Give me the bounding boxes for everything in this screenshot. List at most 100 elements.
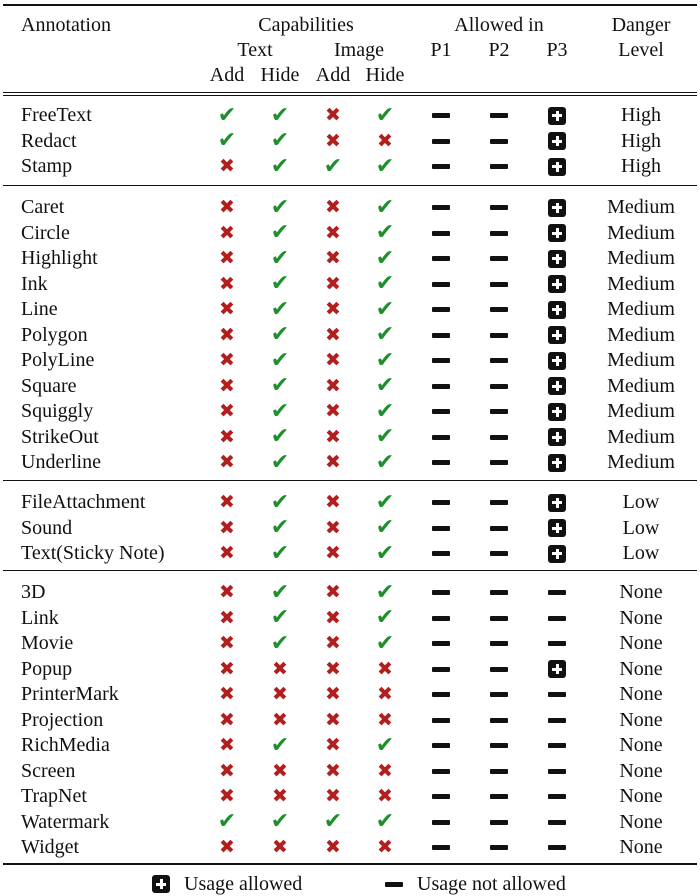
table-row: 3D ✖ ✔ ✖ ✔ None	[0, 580, 700, 605]
header-image-hide: Hide	[365, 64, 405, 86]
cell-image-add: ✖	[313, 541, 353, 566]
minus-icon	[490, 460, 508, 465]
cross-icon: ✖	[272, 683, 288, 705]
legend-not-allowed-label: Usage not allowed	[417, 873, 566, 895]
minus-icon	[490, 205, 508, 210]
header-danger: Danger	[611, 14, 671, 36]
check-icon: ✔	[270, 489, 290, 515]
cell-text-add: ✖	[207, 221, 247, 246]
cell-p3	[537, 708, 577, 733]
cell-p3	[537, 682, 577, 707]
cell-image-add: ✖	[313, 516, 353, 541]
cross-icon: ✖	[325, 759, 341, 782]
cell-p2	[479, 246, 519, 271]
cross-icon: ✖	[325, 657, 341, 680]
cross-icon: ✖	[325, 708, 341, 731]
annotation-name: Projection	[21, 708, 104, 731]
header-capabilities: Capabilities	[258, 14, 354, 36]
cell-p1	[421, 323, 461, 348]
plus-box-icon	[548, 157, 566, 176]
cross-icon: ✖	[219, 491, 235, 513]
minus-icon	[490, 666, 508, 672]
check-icon: ✔	[270, 128, 290, 153]
cell-image-add: ✖	[313, 399, 353, 424]
cell-text-add: ✖	[207, 606, 247, 631]
annotation-name: Caret	[21, 196, 65, 218]
check-icon: ✔	[270, 271, 290, 296]
cell-p3	[537, 516, 577, 541]
minus-icon	[490, 409, 508, 414]
cross-icon: ✖	[377, 657, 393, 680]
header-level: Level	[618, 39, 664, 61]
check-icon: ✔	[270, 347, 290, 373]
cell-text-hide: ✖	[260, 759, 300, 784]
cell-p3	[537, 450, 577, 475]
annotation-name: Redact	[21, 129, 77, 152]
cell-text-add: ✖	[207, 516, 247, 541]
cross-icon: ✖	[325, 491, 341, 513]
table-row: Highlight ✖ ✔ ✖ ✔ Medium	[0, 246, 700, 271]
cross-icon: ✖	[325, 247, 341, 269]
cell-image-hide: ✔	[365, 810, 405, 835]
cell-text-add: ✖	[207, 246, 247, 271]
cell-p1	[421, 759, 461, 784]
cell-text-hide: ✖	[260, 682, 300, 707]
cross-icon: ✖	[325, 451, 341, 473]
cell-p3	[537, 272, 577, 297]
cell-text-add: ✖	[207, 580, 247, 605]
cross-icon: ✖	[219, 581, 235, 603]
plus-box-icon	[548, 198, 566, 217]
cell-image-add: ✖	[313, 580, 353, 605]
cell-text-add: ✖	[207, 348, 247, 373]
danger-level: None	[619, 581, 663, 603]
danger-level: None	[619, 632, 663, 654]
check-icon: ✔	[270, 245, 290, 271]
minus-icon	[490, 551, 508, 556]
cell-p3	[537, 221, 577, 246]
check-icon: ✔	[375, 296, 395, 322]
minus-icon	[432, 307, 450, 312]
minus-icon	[548, 768, 566, 774]
check-icon: ✔	[270, 424, 290, 449]
cell-p3	[537, 348, 577, 373]
cell-text-hide: ✔	[260, 129, 300, 154]
cell-image-hide: ✔	[365, 490, 405, 515]
cell-p3	[537, 631, 577, 656]
cell-p1	[421, 272, 461, 297]
legend: Usage allowed Usage not allowed	[0, 872, 700, 896]
cell-text-hide: ✔	[260, 541, 300, 566]
cell-p1	[421, 103, 461, 128]
minus-icon	[490, 590, 508, 595]
cell-text-add: ✖	[207, 490, 247, 515]
cell-p2	[479, 733, 519, 758]
check-icon: ✔	[375, 489, 395, 515]
cell-text-add: ✖	[207, 733, 247, 758]
table-row: Line ✖ ✔ ✖ ✔ Medium	[0, 297, 700, 322]
annotation-name: PolyLine	[21, 349, 95, 371]
table-row: Ink ✖ ✔ ✖ ✔ Medium	[0, 272, 700, 297]
cell-text-add: ✔	[207, 129, 247, 154]
cross-icon: ✖	[325, 272, 341, 295]
cross-icon: ✖	[219, 836, 235, 858]
cell-p1	[421, 810, 461, 835]
header-image: Image	[334, 39, 384, 61]
minus-icon	[490, 307, 508, 312]
danger-level: Medium	[607, 221, 675, 244]
cell-p1	[421, 708, 461, 733]
cross-icon: ✖	[219, 785, 235, 807]
cell-text-hide: ✔	[260, 348, 300, 373]
cross-icon: ✖	[219, 632, 235, 654]
cross-icon: ✖	[325, 349, 341, 371]
cell-image-hide: ✔	[365, 425, 405, 450]
minus-icon	[490, 525, 508, 531]
cell-p2	[479, 272, 519, 297]
cell-image-hide: ✔	[365, 246, 405, 271]
cell-text-add: ✖	[207, 657, 247, 682]
check-icon: ✔	[375, 322, 395, 347]
cell-p1	[421, 129, 461, 154]
minus-icon	[432, 717, 450, 723]
cross-icon: ✖	[219, 606, 235, 629]
cell-image-hide: ✔	[365, 154, 405, 179]
cell-image-hide: ✖	[365, 708, 405, 733]
cell-image-add: ✖	[313, 784, 353, 809]
